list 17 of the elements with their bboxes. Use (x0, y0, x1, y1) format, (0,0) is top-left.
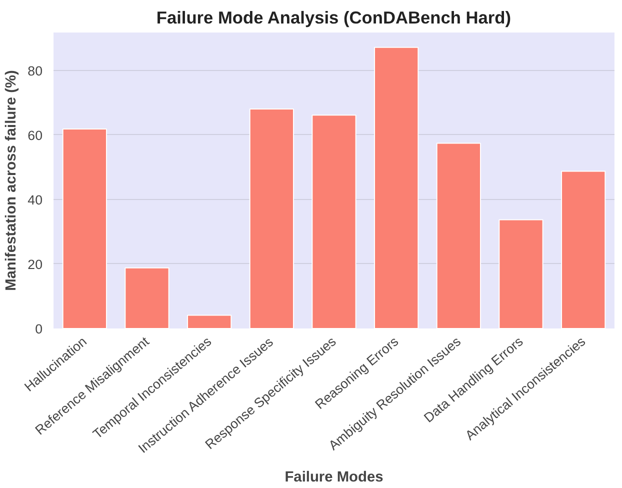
bar (436, 142, 481, 328)
bar (249, 108, 294, 328)
bar (374, 46, 419, 328)
bar (498, 219, 544, 328)
y-tick-label: 60 (28, 128, 43, 143)
y-tick-label: 0 (35, 322, 43, 336)
y-tick-label: 40 (28, 192, 43, 208)
y-tick-label: 20 (28, 256, 43, 272)
chart-title: Failure Mode Analysis (ConDABench Hard) (156, 8, 511, 28)
x-axis-title: Failure Modes (284, 470, 384, 486)
y-tick-label: 80 (28, 63, 43, 78)
bar (561, 170, 606, 328)
bar (124, 267, 170, 328)
bar (312, 114, 356, 328)
y-axis-title: Manifestation across failure (%) (4, 70, 20, 291)
bar (62, 128, 107, 328)
bar (187, 314, 232, 328)
